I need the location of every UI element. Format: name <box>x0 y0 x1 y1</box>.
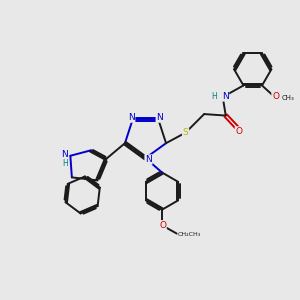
Text: O: O <box>236 127 242 136</box>
Text: H: H <box>62 159 68 168</box>
Text: O: O <box>272 92 279 101</box>
Text: S: S <box>183 128 188 137</box>
Text: N: N <box>61 150 68 159</box>
Text: H: H <box>212 92 217 101</box>
Text: N: N <box>128 113 135 122</box>
Text: O: O <box>159 221 166 230</box>
Text: N: N <box>145 155 152 164</box>
Text: N: N <box>222 92 229 101</box>
Text: CH₃: CH₃ <box>282 95 295 101</box>
Text: CH₂CH₃: CH₂CH₃ <box>178 232 201 237</box>
Text: N: N <box>156 113 163 122</box>
